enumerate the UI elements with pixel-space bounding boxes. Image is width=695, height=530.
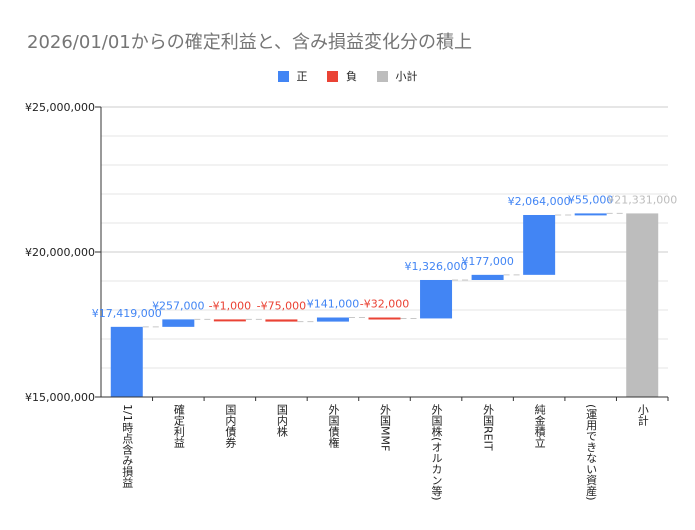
data-label: ¥2,064,000	[508, 195, 571, 208]
data-label: ¥21,331,000	[607, 193, 677, 206]
x-tick-label: 外国MMF	[378, 404, 392, 452]
data-label: -¥32,000	[360, 298, 409, 311]
legend-label: 小計	[395, 70, 418, 83]
bar-positive	[420, 279, 453, 319]
x-tick-label: 確定利益	[172, 404, 186, 448]
legend-swatch	[376, 70, 388, 82]
bar-positive	[316, 317, 349, 322]
legend-swatch	[327, 70, 338, 82]
x-tick-label: 1/1時点含み損益	[120, 404, 134, 488]
legend: 正 負 小計	[0, 68, 695, 85]
data-label: ¥257,000	[152, 299, 205, 312]
data-label: -¥1,000	[209, 299, 251, 312]
data-label: -¥75,000	[257, 299, 306, 312]
bar-positive	[162, 319, 195, 327]
chart-title: 2026/01/01からの確定利益と、含み損益変化分の積上	[27, 32, 473, 53]
bar-positive	[110, 326, 143, 397]
legend-item-negative[interactable]: 負	[327, 68, 357, 84]
x-tick-label: 国内株	[275, 404, 289, 437]
y-tick-label: ¥20,000,000	[25, 246, 95, 259]
legend-item-subtotal[interactable]: 小計	[376, 68, 418, 84]
data-label: ¥177,000	[461, 255, 514, 268]
x-tick-label: (運用できない資産)	[584, 404, 598, 501]
bar-positive	[523, 214, 556, 275]
data-label: ¥1,326,000	[405, 260, 468, 273]
legend-swatch	[277, 70, 289, 82]
bar-negative	[368, 317, 401, 320]
legend-label: 負	[346, 70, 357, 83]
bar-positive	[471, 274, 504, 280]
y-tick-label: ¥25,000,000	[25, 101, 95, 114]
bar-subtotal	[626, 213, 659, 397]
x-tick-label: 小計	[636, 404, 650, 426]
bar-positive	[574, 213, 607, 216]
x-tick-label: 外国株(オルカン等)	[430, 404, 444, 501]
data-label: ¥55,000	[568, 193, 614, 206]
x-tick-label: 国内債券	[223, 404, 237, 448]
x-tick-label: 純金積立	[533, 404, 547, 448]
y-tick-label: ¥15,000,000	[25, 391, 95, 404]
data-label: ¥141,000	[307, 298, 360, 311]
bar-negative	[213, 319, 246, 322]
data-label: ¥17,419,000	[92, 307, 162, 320]
x-tick-label: 外国REIT	[481, 404, 495, 451]
legend-label: 正	[296, 70, 308, 83]
x-tick-label: 外国債権	[326, 404, 340, 448]
legend-item-positive[interactable]: 正	[277, 68, 308, 84]
bar-negative	[265, 319, 298, 322]
